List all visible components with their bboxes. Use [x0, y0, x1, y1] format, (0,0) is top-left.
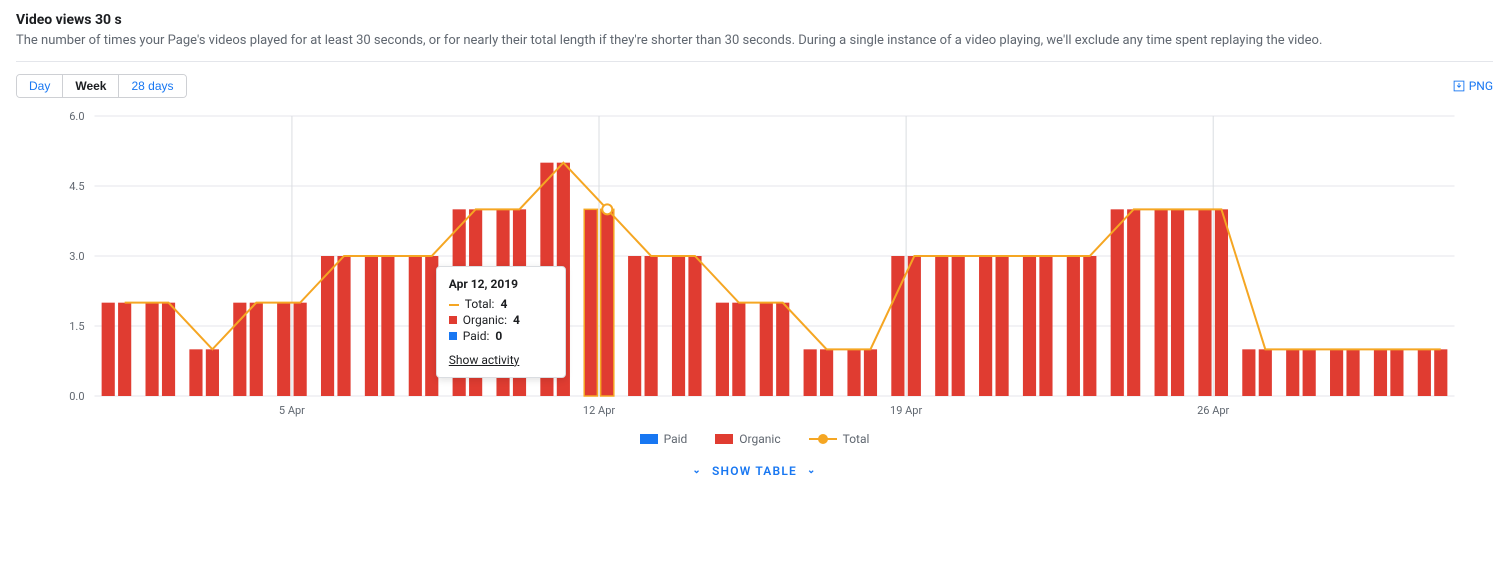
controls-row: DayWeek28 days PNG: [16, 74, 1493, 98]
svg-text:3.0: 3.0: [69, 250, 84, 263]
legend-item[interactable]: Total: [809, 432, 870, 446]
tooltip-series-label: Organic:: [463, 313, 507, 327]
range-option-week[interactable]: Week: [63, 75, 119, 97]
svg-text:1.5: 1.5: [69, 320, 84, 333]
tooltip-row: Total: 4: [449, 297, 553, 311]
show-table-label: SHOW TABLE: [712, 464, 797, 478]
svg-text:6.0: 6.0: [69, 110, 84, 123]
tooltip-series-label: Total:: [465, 297, 495, 311]
tooltip-series-value: 0: [495, 329, 502, 343]
legend-item[interactable]: Paid: [640, 432, 688, 446]
chevron-down-icon: ⌄: [692, 465, 702, 476]
tooltip-series-value: 4: [500, 297, 507, 311]
legend-item[interactable]: Organic: [715, 432, 780, 446]
divider: [16, 61, 1493, 62]
tooltip-swatch: [449, 316, 457, 324]
legend-label: Total: [843, 432, 870, 446]
chevron-down-icon: ⌄: [807, 465, 817, 476]
range-toggle: DayWeek28 days: [16, 74, 187, 98]
legend-swatch-line: [809, 438, 837, 440]
export-png-button[interactable]: PNG: [1453, 79, 1493, 93]
tooltip-series-label: Paid:: [463, 329, 490, 343]
svg-text:4.5: 4.5: [69, 180, 84, 193]
chart-legend: Paid Organic Total: [16, 432, 1493, 446]
legend-label: Paid: [664, 432, 688, 446]
download-icon: [1453, 80, 1465, 92]
svg-text:12 Apr: 12 Apr: [583, 404, 615, 417]
svg-text:5 Apr: 5 Apr: [279, 404, 305, 417]
chart[interactable]: 0.0 1.5 3.0 4.5 6.0 5 Apr 12 Apr 19 Apr 26 Apr A…: [16, 106, 1493, 426]
tooltip-swatch: [449, 297, 459, 311]
tooltip: Apr 12, 2019 Total: 4Organic: 4Paid: 0 S…: [436, 266, 566, 378]
svg-text:0.0: 0.0: [69, 390, 84, 403]
range-option-day[interactable]: Day: [17, 75, 63, 97]
tooltip-show-activity-link[interactable]: Show activity: [449, 353, 553, 367]
legend-label: Organic: [739, 432, 780, 446]
legend-swatch-box: [715, 434, 733, 444]
card-title: Video views 30 s: [16, 12, 1493, 28]
legend-swatch-box: [640, 434, 658, 444]
tooltip-row: Organic: 4: [449, 313, 553, 327]
card: Video views 30 s The number of times you…: [16, 12, 1493, 478]
tooltip-date: Apr 12, 2019: [449, 277, 553, 291]
svg-text:26 Apr: 26 Apr: [1197, 404, 1229, 417]
export-png-label: PNG: [1469, 79, 1493, 93]
show-table-button[interactable]: ⌄ SHOW TABLE ⌄: [16, 464, 1493, 478]
card-description: The number of times your Page's videos p…: [16, 32, 1493, 51]
tooltip-row: Paid: 0: [449, 329, 553, 343]
tooltip-series-value: 4: [513, 313, 520, 327]
chart-svg: 0.0 1.5 3.0 4.5 6.0 5 Apr 12 Apr 19 Apr 26 Apr: [16, 106, 1493, 426]
range-option-28-days[interactable]: 28 days: [119, 75, 185, 97]
tooltip-swatch: [449, 332, 457, 340]
svg-text:19 Apr: 19 Apr: [890, 404, 922, 417]
